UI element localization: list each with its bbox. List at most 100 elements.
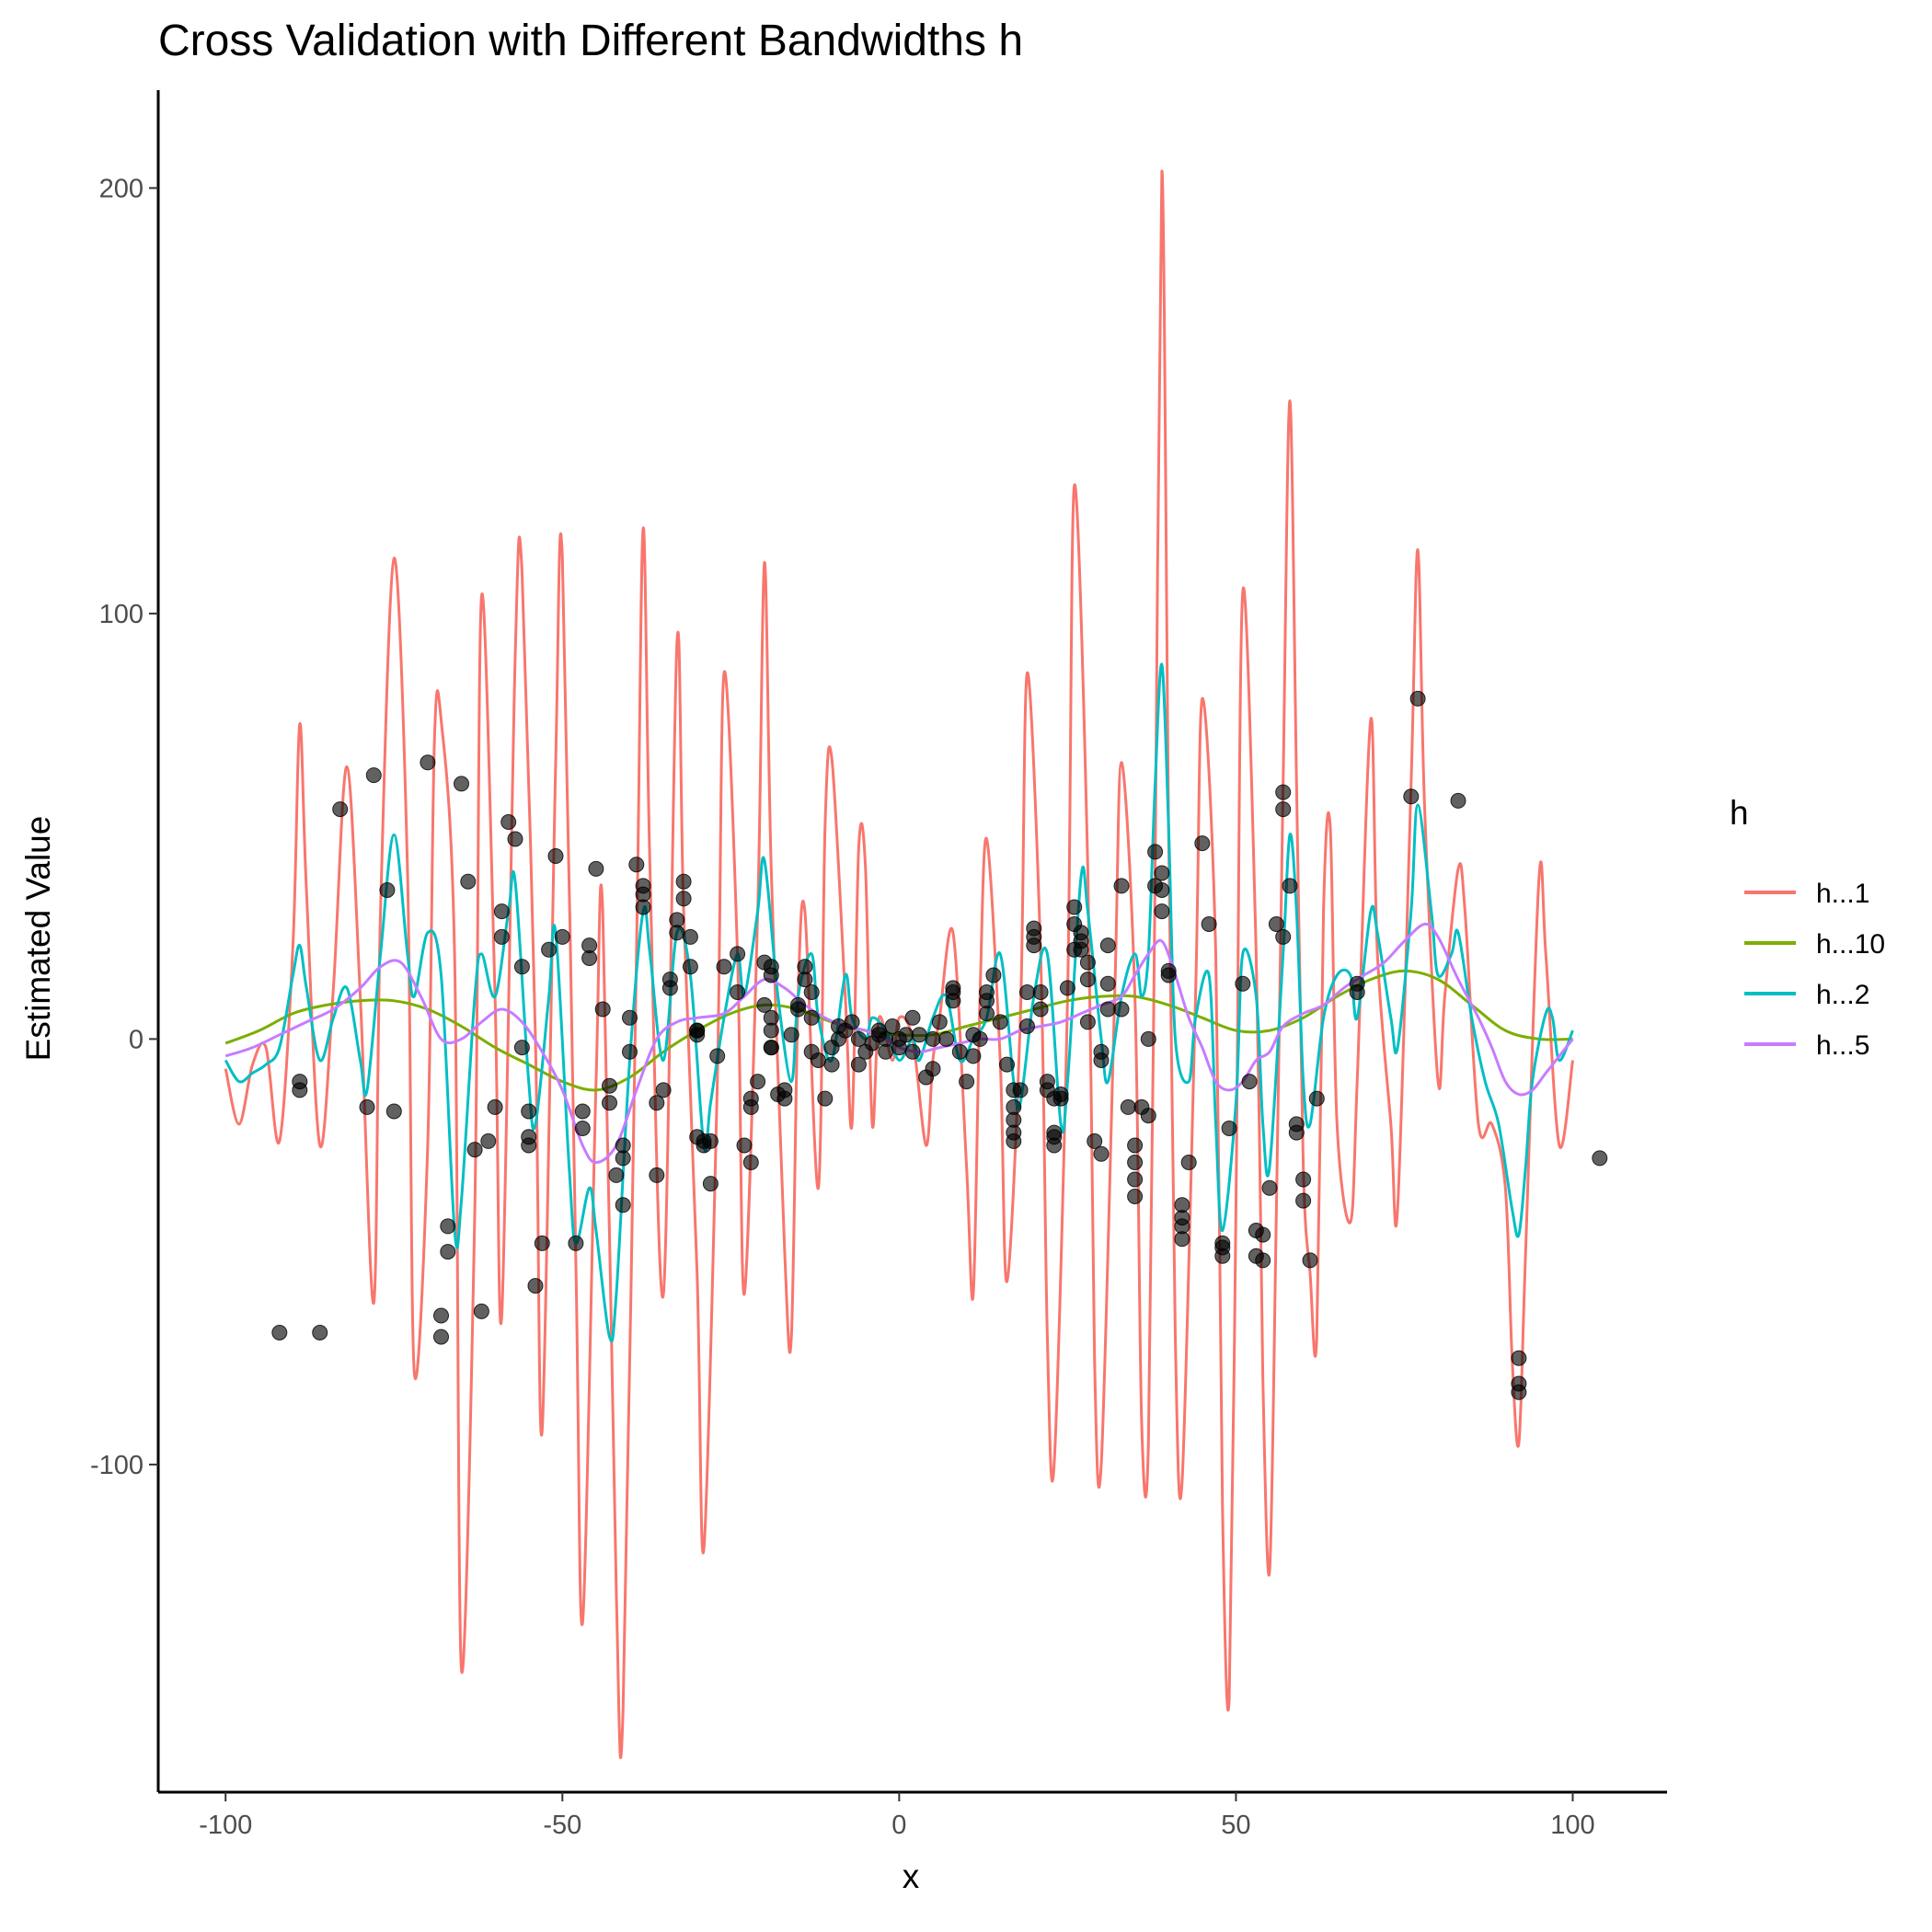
data-point bbox=[1221, 1121, 1237, 1136]
data-point bbox=[1113, 1001, 1130, 1018]
y-tick-label: 100 bbox=[99, 600, 144, 629]
data-point bbox=[602, 1077, 617, 1094]
data-point bbox=[1180, 1155, 1197, 1170]
data-point bbox=[904, 1009, 921, 1026]
data-point bbox=[985, 967, 1002, 983]
data-point bbox=[1127, 1137, 1144, 1154]
data-point bbox=[1019, 984, 1035, 1000]
data-point bbox=[1241, 1074, 1258, 1090]
data-point bbox=[1032, 1001, 1049, 1018]
data-point bbox=[534, 1235, 550, 1251]
x-tick-label: -50 bbox=[543, 1811, 581, 1840]
data-point bbox=[1006, 1133, 1022, 1149]
y-tick-label: 0 bbox=[129, 1025, 144, 1054]
x-axis-ticks: -100 -50 0 50 100 bbox=[199, 1792, 1595, 1840]
chart-title: Cross Validation with Different Bandwidt… bbox=[158, 17, 1023, 65]
data-point bbox=[797, 972, 813, 988]
data-point bbox=[823, 1056, 840, 1073]
data-point bbox=[931, 1014, 948, 1030]
data-point bbox=[1046, 1137, 1063, 1154]
data-point bbox=[1087, 1133, 1103, 1149]
data-point bbox=[466, 1142, 483, 1158]
data-point bbox=[776, 1082, 793, 1098]
data-point bbox=[790, 1001, 806, 1018]
data-point bbox=[1261, 1179, 1278, 1196]
data-point bbox=[1154, 882, 1170, 898]
data-point bbox=[1127, 1171, 1144, 1188]
data-point bbox=[844, 1014, 860, 1030]
x-tick-label: 50 bbox=[1221, 1811, 1250, 1840]
data-point bbox=[925, 1061, 941, 1077]
data-point bbox=[878, 1043, 894, 1060]
data-point bbox=[803, 1009, 820, 1026]
data-point bbox=[493, 903, 510, 920]
data-point bbox=[433, 1328, 449, 1345]
data-point bbox=[1093, 1145, 1110, 1162]
data-point bbox=[581, 950, 598, 966]
data-point bbox=[454, 776, 469, 792]
data-point bbox=[487, 1098, 503, 1115]
data-point bbox=[850, 1056, 867, 1073]
data-point bbox=[1403, 788, 1420, 805]
data-point bbox=[568, 1235, 584, 1251]
data-point bbox=[1275, 784, 1292, 800]
data-point bbox=[938, 1030, 955, 1047]
data-point bbox=[682, 959, 698, 975]
data-point bbox=[649, 1095, 665, 1111]
data-point bbox=[736, 1137, 753, 1154]
data-point bbox=[1079, 1014, 1096, 1030]
data-point bbox=[742, 1098, 759, 1115]
x-tick-label: 0 bbox=[891, 1811, 906, 1840]
data-point bbox=[1214, 1248, 1231, 1264]
data-point bbox=[675, 891, 692, 907]
data-point bbox=[972, 1030, 988, 1047]
observed-points-layer bbox=[271, 690, 1608, 1400]
data-point bbox=[1120, 1098, 1136, 1115]
data-point bbox=[763, 1040, 779, 1056]
data-point bbox=[1154, 903, 1170, 920]
data-point bbox=[521, 1137, 537, 1154]
legend-label-h-1: h...1 bbox=[1816, 879, 1869, 909]
data-point bbox=[507, 831, 523, 847]
data-point bbox=[1409, 690, 1426, 707]
data-point bbox=[669, 925, 685, 941]
data-point bbox=[460, 873, 477, 890]
data-point bbox=[1059, 980, 1075, 996]
data-point bbox=[332, 801, 349, 818]
data-point bbox=[292, 1074, 308, 1090]
data-point bbox=[635, 899, 651, 915]
data-point bbox=[1201, 916, 1217, 932]
data-point bbox=[312, 1325, 328, 1340]
x-axis-title: x bbox=[903, 1857, 920, 1895]
data-point bbox=[1295, 1192, 1312, 1209]
data-point bbox=[911, 1027, 927, 1043]
data-point bbox=[594, 1001, 611, 1018]
legend: h h...1 h...10 h...2 h...5 bbox=[1730, 794, 1885, 1061]
data-point bbox=[1194, 835, 1211, 852]
data-point bbox=[979, 984, 995, 1000]
data-point bbox=[1099, 937, 1116, 954]
data-point bbox=[1140, 1030, 1156, 1047]
data-point bbox=[716, 959, 732, 975]
data-point bbox=[682, 928, 698, 945]
y-tick-label: 200 bbox=[99, 174, 144, 203]
data-point bbox=[730, 984, 746, 1000]
data-point bbox=[628, 857, 645, 873]
data-point bbox=[992, 1014, 1008, 1030]
data-point bbox=[1073, 925, 1089, 941]
data-point bbox=[602, 1095, 617, 1111]
data-point bbox=[385, 1103, 402, 1120]
x-tick-label: 100 bbox=[1550, 1811, 1594, 1840]
data-point bbox=[675, 873, 692, 890]
data-point bbox=[420, 754, 436, 771]
data-point bbox=[1288, 1124, 1305, 1141]
data-point bbox=[1255, 1252, 1271, 1269]
data-point bbox=[1349, 984, 1365, 1000]
legend-entries: h...1 h...10 h...2 h...5 bbox=[1744, 879, 1885, 1061]
data-point bbox=[574, 1121, 591, 1136]
data-point bbox=[1302, 1252, 1318, 1269]
data-point bbox=[379, 882, 396, 898]
data-point bbox=[608, 1167, 625, 1183]
data-point bbox=[521, 1103, 537, 1120]
data-point bbox=[655, 1082, 672, 1098]
